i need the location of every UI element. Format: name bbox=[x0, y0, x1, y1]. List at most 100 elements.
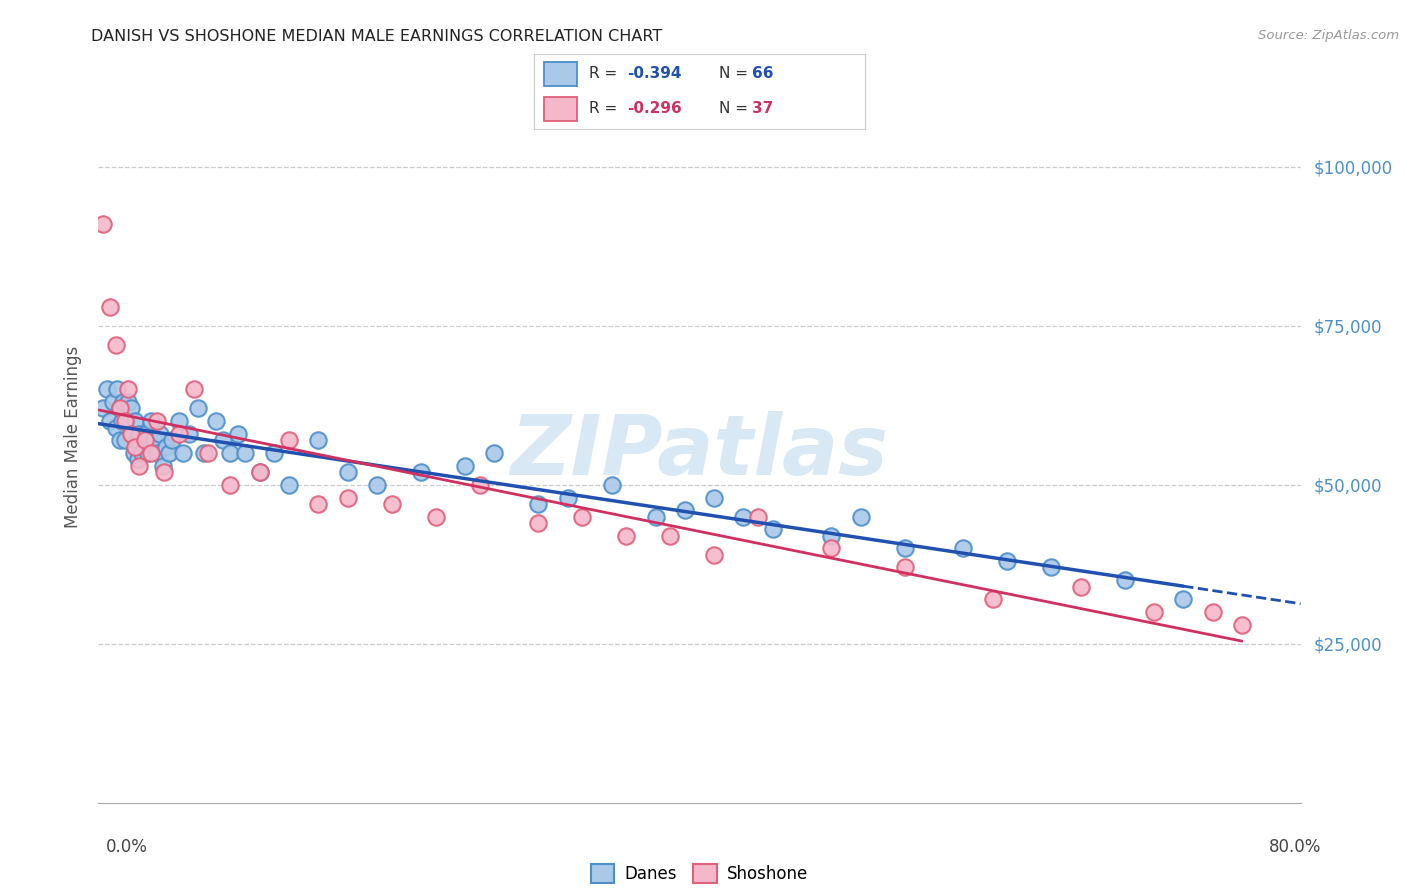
Point bbox=[167, 414, 190, 428]
Point bbox=[91, 217, 114, 231]
Point bbox=[762, 522, 785, 536]
Point bbox=[952, 541, 974, 556]
Point bbox=[468, 477, 491, 491]
Point bbox=[307, 497, 329, 511]
Point bbox=[149, 426, 172, 441]
Point bbox=[172, 446, 194, 460]
Text: ZIPatlas: ZIPatlas bbox=[510, 411, 889, 492]
Point bbox=[600, 477, 623, 491]
Point bbox=[153, 465, 176, 479]
Point bbox=[107, 383, 129, 397]
Point bbox=[557, 491, 579, 505]
Point bbox=[146, 446, 169, 460]
Text: -0.394: -0.394 bbox=[627, 67, 682, 81]
Point bbox=[381, 497, 404, 511]
Point bbox=[160, 434, 183, 448]
Point bbox=[226, 426, 249, 441]
Point bbox=[454, 458, 477, 473]
Point bbox=[110, 434, 132, 448]
Point bbox=[673, 503, 696, 517]
Point bbox=[128, 458, 150, 473]
Text: 0.0%: 0.0% bbox=[105, 838, 148, 855]
Point bbox=[820, 541, 842, 556]
Point bbox=[124, 414, 146, 428]
Point bbox=[136, 446, 159, 460]
Point bbox=[117, 383, 139, 397]
Point bbox=[995, 554, 1018, 568]
Point bbox=[183, 383, 205, 397]
Point bbox=[893, 541, 915, 556]
Point bbox=[155, 440, 177, 454]
Point bbox=[128, 426, 150, 441]
Point bbox=[336, 465, 359, 479]
Point bbox=[249, 465, 271, 479]
Point bbox=[527, 497, 550, 511]
Point bbox=[115, 414, 138, 428]
Point bbox=[409, 465, 432, 479]
Text: Source: ZipAtlas.com: Source: ZipAtlas.com bbox=[1258, 29, 1399, 42]
Point bbox=[179, 426, 201, 441]
Point bbox=[121, 426, 143, 441]
Text: R =: R = bbox=[589, 67, 621, 81]
Point bbox=[197, 446, 219, 460]
Point bbox=[219, 446, 242, 460]
Text: DANISH VS SHOSHONE MEDIAN MALE EARNINGS CORRELATION CHART: DANISH VS SHOSHONE MEDIAN MALE EARNINGS … bbox=[91, 29, 662, 44]
Point bbox=[747, 509, 769, 524]
Point bbox=[1230, 617, 1253, 632]
Point bbox=[146, 414, 169, 428]
Point bbox=[117, 395, 139, 409]
Point bbox=[366, 477, 388, 491]
Text: N =: N = bbox=[720, 102, 754, 116]
Point bbox=[141, 414, 163, 428]
Point bbox=[124, 440, 146, 454]
Point bbox=[114, 434, 136, 448]
Text: 66: 66 bbox=[752, 67, 773, 81]
Point bbox=[127, 452, 149, 467]
Point bbox=[105, 338, 128, 352]
Point bbox=[143, 434, 166, 448]
Point bbox=[187, 401, 209, 416]
Legend: Danes, Shoshone: Danes, Shoshone bbox=[585, 857, 814, 889]
Point bbox=[278, 477, 301, 491]
Point bbox=[112, 395, 135, 409]
Point bbox=[167, 426, 190, 441]
Point bbox=[614, 529, 637, 543]
Point bbox=[134, 426, 156, 441]
Point bbox=[249, 465, 271, 479]
Point bbox=[659, 529, 682, 543]
FancyBboxPatch shape bbox=[544, 96, 578, 121]
Point bbox=[134, 434, 156, 448]
Point bbox=[204, 414, 226, 428]
Point bbox=[336, 491, 359, 505]
Point bbox=[263, 446, 285, 460]
FancyBboxPatch shape bbox=[544, 62, 578, 87]
Point bbox=[110, 401, 132, 416]
Point bbox=[125, 434, 148, 448]
Point bbox=[1070, 580, 1092, 594]
Point bbox=[141, 446, 163, 460]
Text: N =: N = bbox=[720, 67, 754, 81]
Point bbox=[571, 509, 593, 524]
Point bbox=[484, 446, 506, 460]
Point bbox=[703, 548, 725, 562]
Point bbox=[981, 592, 1004, 607]
Point bbox=[233, 446, 256, 460]
Point bbox=[893, 560, 915, 574]
Point bbox=[193, 446, 215, 460]
Point bbox=[425, 509, 447, 524]
Point bbox=[527, 516, 550, 530]
Text: -0.296: -0.296 bbox=[627, 102, 682, 116]
Point bbox=[219, 477, 242, 491]
Text: R =: R = bbox=[589, 102, 621, 116]
Point bbox=[278, 434, 301, 448]
Point bbox=[849, 509, 872, 524]
Point bbox=[105, 420, 128, 434]
Point bbox=[212, 434, 235, 448]
Point bbox=[1173, 592, 1195, 607]
Point bbox=[96, 383, 118, 397]
Point bbox=[1143, 605, 1166, 619]
Point bbox=[120, 426, 142, 441]
Point bbox=[703, 491, 725, 505]
Y-axis label: Median Male Earnings: Median Male Earnings bbox=[63, 346, 82, 528]
Point bbox=[98, 300, 121, 314]
